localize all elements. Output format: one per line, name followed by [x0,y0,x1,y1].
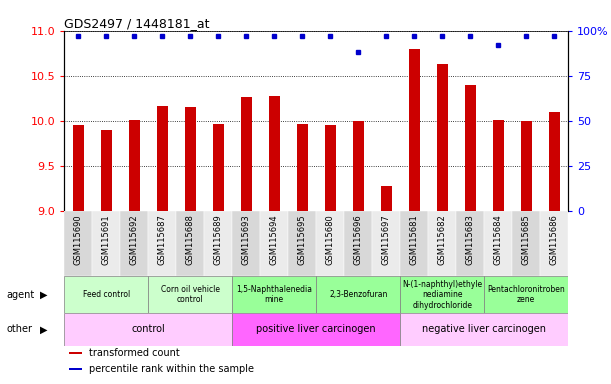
Bar [232,313,400,346]
Bar [148,276,232,313]
Text: Feed control: Feed control [82,290,130,299]
Bar [64,211,92,276]
Bar [344,211,372,276]
Bar [101,130,112,211]
Text: transformed count: transformed count [89,348,180,358]
Text: percentile rank within the sample: percentile rank within the sample [89,364,254,374]
Bar [232,211,260,276]
Text: GSM115695: GSM115695 [298,214,307,265]
Text: GSM115685: GSM115685 [522,214,531,265]
Bar [484,211,512,276]
Text: GSM115680: GSM115680 [326,214,335,265]
Bar [232,276,316,313]
Text: N-(1-naphthyl)ethyle
nediamine
dihydrochloride: N-(1-naphthyl)ethyle nediamine dihydroch… [402,280,482,310]
Bar [156,106,168,211]
Text: control: control [131,324,165,334]
Bar [400,276,485,313]
Text: GSM115693: GSM115693 [242,214,251,265]
Text: GSM115694: GSM115694 [269,214,279,265]
Text: GSM115689: GSM115689 [214,214,222,265]
Text: 2,3-Benzofuran: 2,3-Benzofuran [329,290,387,299]
Bar [296,124,308,211]
Bar [492,120,504,211]
Bar [464,85,476,211]
Bar [316,211,344,276]
Text: negative liver carcinogen: negative liver carcinogen [422,324,546,334]
Text: Pentachloronitroben
zene: Pentachloronitroben zene [488,285,565,305]
Bar [269,96,280,211]
Bar [148,211,176,276]
Bar [120,211,148,276]
Bar [324,126,336,211]
Bar [456,211,484,276]
Bar [381,186,392,211]
Bar [521,121,532,211]
Bar [185,108,196,211]
Bar [213,124,224,211]
Text: 1,5-Naphthalenedia
mine: 1,5-Naphthalenedia mine [236,285,312,305]
Text: GSM115692: GSM115692 [130,214,139,265]
Text: GSM115697: GSM115697 [382,214,390,265]
Text: GSM115690: GSM115690 [74,214,82,265]
Text: GSM115687: GSM115687 [158,214,167,265]
Bar [241,97,252,211]
Text: GSM115691: GSM115691 [101,214,111,265]
Bar [316,276,400,313]
Text: agent: agent [6,290,34,300]
Bar [64,276,148,313]
Bar [400,313,568,346]
Bar [176,211,204,276]
Bar [409,49,420,211]
Text: ▶: ▶ [40,290,47,300]
Text: positive liver carcinogen: positive liver carcinogen [257,324,376,334]
Text: GSM115683: GSM115683 [466,214,475,265]
Bar [353,121,364,211]
Bar [69,353,82,354]
Text: GSM115684: GSM115684 [494,214,503,265]
Bar [73,126,84,211]
Bar [128,120,140,211]
Text: ▶: ▶ [40,324,47,334]
Text: other: other [6,324,32,334]
Bar [428,211,456,276]
Text: GSM115688: GSM115688 [186,214,195,265]
Text: GSM115696: GSM115696 [354,214,363,265]
Text: GDS2497 / 1448181_at: GDS2497 / 1448181_at [64,17,210,30]
Text: GSM115686: GSM115686 [550,214,558,265]
Bar [260,211,288,276]
Text: GSM115681: GSM115681 [410,214,419,265]
Bar [540,211,568,276]
Bar [400,211,428,276]
Bar [512,211,540,276]
Bar [288,211,316,276]
Bar [484,276,568,313]
Text: Corn oil vehicle
control: Corn oil vehicle control [161,285,220,305]
Bar [69,368,82,369]
Bar [64,313,232,346]
Bar [549,112,560,211]
Bar [92,211,120,276]
Bar [437,64,448,211]
Bar [204,211,232,276]
Bar [372,211,400,276]
Text: GSM115682: GSM115682 [437,214,447,265]
